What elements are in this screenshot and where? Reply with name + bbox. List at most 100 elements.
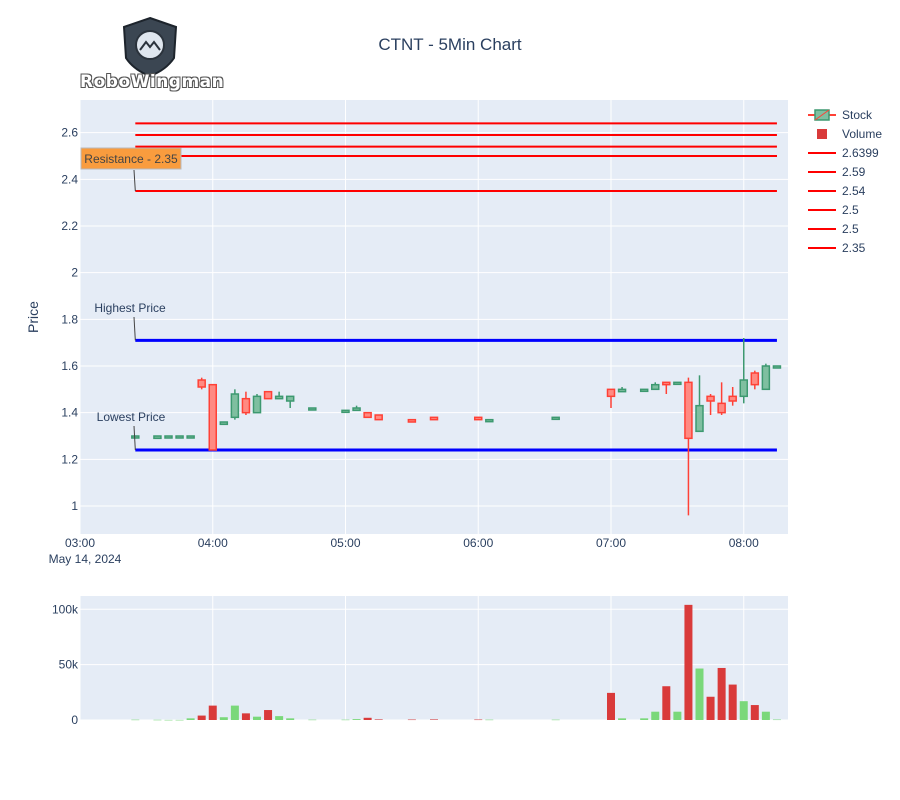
y-tick-label: 2.2 — [61, 219, 78, 233]
volume-tick-label: 50k — [59, 658, 79, 672]
legend-label: 2.6399 — [842, 146, 879, 160]
y-tick-label: 1.2 — [61, 452, 78, 466]
legend-item: 2.5 — [808, 203, 859, 217]
legend-item: 2.5 — [808, 222, 859, 236]
candle-body — [772, 365, 782, 369]
candle — [706, 394, 715, 415]
candle — [252, 394, 262, 414]
candle — [728, 387, 737, 406]
candle-body — [230, 393, 240, 419]
candle — [485, 418, 494, 423]
legend-bar-icon — [817, 129, 827, 139]
y-axis-label: Price — [25, 301, 41, 333]
candle-body — [285, 395, 295, 402]
candle-body — [662, 381, 671, 386]
candle-body — [761, 365, 771, 391]
candle — [263, 390, 273, 400]
volume-bar — [761, 711, 770, 720]
volume-bar — [153, 719, 162, 721]
candle-body — [186, 435, 195, 439]
volume-bar — [175, 719, 184, 721]
volume-bar — [651, 711, 660, 720]
volume-bar — [551, 719, 560, 721]
price-plot-background — [80, 100, 788, 534]
volume-bar — [253, 716, 261, 720]
volume-tick-label: 100k — [52, 602, 79, 616]
candle-body — [429, 416, 439, 421]
x-tick-label: 03:00 — [65, 536, 95, 550]
x-tick-label: 08:00 — [729, 536, 759, 550]
legend-label: 2.35 — [842, 241, 866, 255]
volume-bar — [750, 705, 759, 720]
candle-body — [131, 435, 140, 439]
candle — [684, 377, 693, 516]
volume-bar — [186, 718, 195, 720]
legend-label: 2.54 — [842, 184, 866, 198]
candle-body — [374, 414, 383, 421]
volume-bar — [219, 717, 228, 720]
y-tick-label: 2.4 — [61, 172, 78, 186]
candle-body — [363, 411, 372, 419]
legend-item: Volume — [817, 127, 882, 141]
volume-bar — [208, 705, 217, 720]
candle — [363, 411, 372, 419]
legend-item: 2.6399 — [808, 146, 879, 160]
candle — [208, 383, 217, 451]
volume-bar — [197, 715, 206, 720]
candle — [772, 365, 782, 369]
candle-body — [219, 421, 229, 426]
candle-body — [684, 381, 693, 440]
candle-body — [208, 383, 217, 451]
candle — [153, 435, 162, 440]
volume-bar — [164, 719, 173, 721]
candle-body — [551, 416, 560, 421]
candle — [230, 389, 240, 420]
volume-bar — [241, 713, 250, 720]
legend-label: Stock — [842, 108, 873, 122]
logo-text: RoboWingman — [80, 72, 225, 92]
candle-body — [308, 407, 317, 411]
highest-price-arrow — [133, 316, 136, 341]
candle — [474, 416, 483, 421]
candle — [186, 435, 195, 439]
legend-item: 2.59 — [808, 165, 866, 179]
volume-bar — [772, 719, 781, 721]
volume-bar — [230, 705, 239, 720]
legend: Stock Volume 2.6399 2.59 2.54 2.5 2.5 2.35 — [808, 108, 882, 255]
candle — [131, 435, 140, 439]
volume-bar — [131, 719, 140, 721]
candle — [673, 381, 682, 386]
x-tick-label: 07:00 — [596, 536, 626, 550]
y-tick-label: 1.6 — [61, 359, 78, 373]
volume-bar — [341, 719, 350, 721]
candle-body — [717, 402, 726, 414]
candle-body — [728, 395, 737, 402]
candle — [717, 382, 726, 415]
legend-item: 2.35 — [808, 241, 866, 255]
volume-bar — [430, 719, 438, 720]
volume-bar — [695, 668, 704, 720]
candle — [374, 414, 383, 421]
candle-body — [263, 390, 273, 400]
candle-body — [341, 409, 350, 414]
lowest-price-arrow — [133, 425, 136, 451]
candle-body — [695, 404, 704, 433]
candle — [164, 435, 173, 439]
x-tick-label: 05:00 — [330, 536, 360, 550]
volume-bar — [607, 692, 615, 720]
candle-body — [474, 416, 483, 421]
chart-title: CTNT - 5Min Chart — [378, 35, 522, 54]
candle — [639, 388, 649, 393]
candle-body — [750, 372, 760, 386]
x-tick-label: 04:00 — [198, 536, 228, 550]
y-tick-label: 2.6 — [61, 126, 78, 140]
candle-body — [352, 407, 361, 412]
legend-label: 2.59 — [842, 165, 866, 179]
candle-body — [274, 395, 284, 400]
y-tick-label: 2 — [71, 266, 78, 280]
candle-body — [153, 435, 162, 440]
volume-bar — [739, 701, 748, 720]
candle — [429, 416, 439, 421]
volume-bar — [684, 604, 693, 720]
